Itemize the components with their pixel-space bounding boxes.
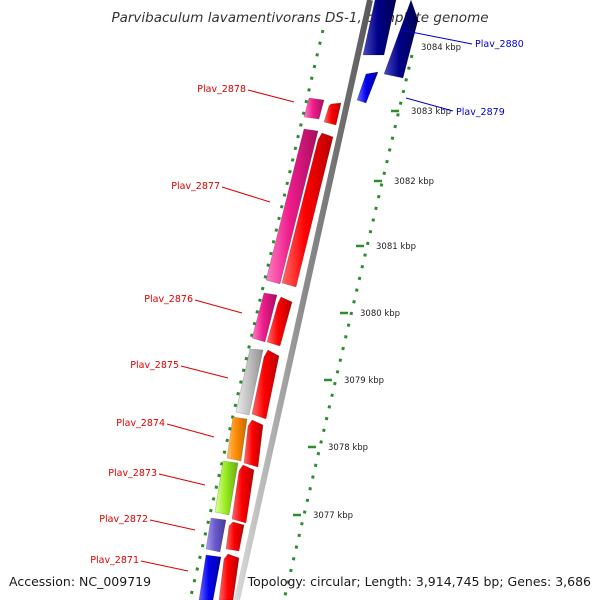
tick-label: 3084 kbp	[421, 43, 461, 53]
gene-plav-2873[interactable]	[214, 460, 255, 524]
gene-label-plav-2871[interactable]: Plav_2871	[90, 555, 139, 566]
cds-bar-plav-2873[interactable]	[231, 464, 255, 524]
leader-line-plav-2878	[247, 89, 295, 103]
tick-label: 3083 kbp	[411, 107, 451, 117]
cds-bar-plav-2877[interactable]	[281, 132, 334, 288]
tick-label: 3079 kbp	[344, 376, 384, 386]
cds-bar-plav-2871[interactable]	[218, 553, 240, 600]
cds-bar-plav-2875[interactable]	[251, 349, 280, 420]
cds-bar-plav-2878[interactable]	[323, 102, 342, 126]
gene-plav-2878[interactable]	[303, 97, 342, 126]
gene-label-plav-2874[interactable]: Plav_2874	[116, 418, 165, 429]
gene-label-plav-2876[interactable]: Plav_2876	[144, 294, 193, 305]
leader-line-plav-2872	[149, 519, 196, 531]
tick-label: 3082 kbp	[394, 177, 434, 187]
tick-label: 3077 kbp	[313, 511, 353, 521]
gene-plav-2879[interactable]	[356, 71, 379, 104]
leader-line-plav-2876	[194, 299, 243, 314]
gene-plav-2872[interactable]	[205, 517, 245, 553]
gene-bar-plav-2871[interactable]	[198, 554, 222, 600]
gene-plav-2874[interactable]	[226, 416, 264, 468]
gene-plav-2875[interactable]	[235, 348, 280, 420]
map-title: Parvibaculum lavamentivorans DS-1, compl…	[111, 10, 488, 26]
cds-bar-plav-2880[interactable]	[383, 0, 419, 79]
accession-text: Accession: NC_009719	[9, 574, 151, 589]
gene-features	[198, 0, 419, 600]
leader-line-plav-2880	[400, 29, 473, 45]
gene-label-plav-2873[interactable]: Plav_2873	[108, 468, 157, 479]
tick-label: 3078 kbp	[328, 443, 368, 453]
gene-bar-plav-2876[interactable]	[251, 292, 278, 343]
leader-line-plav-2873	[158, 473, 206, 486]
topology-text: Topology: circular; Length: 3,914,745 bp…	[247, 574, 591, 589]
gene-bar-plav-2875[interactable]	[235, 348, 264, 416]
tick-label: 3081 kbp	[376, 242, 416, 252]
gene-labels: Plav_2880 Plav_2879 Plav_2878 Plav_2877 Plav…	[90, 29, 524, 572]
cds-bar-plav-2872[interactable]	[225, 521, 245, 552]
leader-line-plav-2871	[140, 560, 189, 572]
gene-bar-plav-2880[interactable]	[362, 0, 397, 56]
gene-label-plav-2879[interactable]: Plav_2879	[456, 107, 505, 118]
gene-bar-plav-2878[interactable]	[303, 97, 325, 120]
gene-plav-2880[interactable]	[362, 0, 419, 79]
gene-label-plav-2880[interactable]: Plav_2880	[475, 39, 524, 50]
gene-label-plav-2875[interactable]: Plav_2875	[130, 360, 179, 371]
genome-backbone	[234, 0, 373, 600]
gene-bar-plav-2877[interactable]	[265, 128, 319, 285]
gene-bar-plav-2872[interactable]	[205, 517, 227, 553]
gene-plav-2876[interactable]	[251, 292, 293, 347]
gene-label-plav-2877[interactable]: Plav_2877	[171, 181, 220, 192]
inner-tick-ring	[188, 29, 325, 600]
tick-label: 3080 kbp	[360, 309, 400, 319]
tick-marks: 3084 kbp 3083 kbp 3082 kbp 3081 kbp 3080 kbp…	[293, 43, 461, 521]
leader-line-plav-2879	[405, 97, 454, 112]
cds-bar-plav-2874[interactable]	[243, 419, 264, 468]
leader-line-plav-2877	[221, 186, 271, 203]
gene-label-plav-2878[interactable]: Plav_2878	[197, 84, 246, 95]
gene-plav-2877[interactable]	[265, 128, 334, 288]
gene-bar-plav-2874[interactable]	[226, 416, 248, 462]
gene-bar-plav-2873[interactable]	[214, 460, 239, 516]
gene-bar-plav-2879[interactable]	[356, 71, 379, 104]
gene-label-plav-2872[interactable]: Plav_2872	[99, 514, 148, 525]
cds-bar-plav-2876[interactable]	[266, 296, 293, 347]
leader-line-plav-2875	[180, 365, 229, 379]
leader-line-plav-2874	[166, 423, 215, 438]
gene-plav-2871[interactable]	[198, 553, 240, 600]
